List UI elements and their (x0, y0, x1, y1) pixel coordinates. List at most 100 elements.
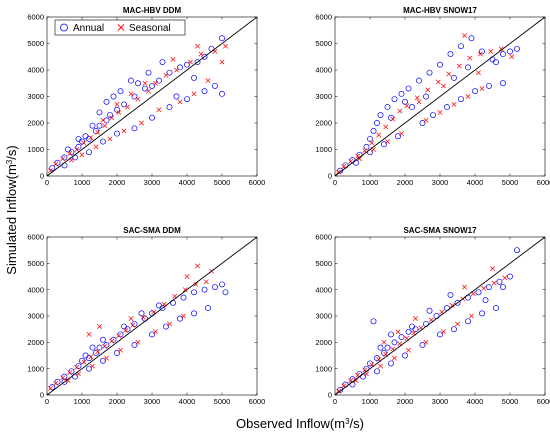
data-point (437, 331, 443, 338)
data-point (426, 69, 433, 76)
y-tick-label: 3000 (315, 92, 332, 101)
data-point (177, 64, 183, 71)
data-point (191, 91, 197, 97)
data-point (465, 64, 471, 71)
data-point (131, 342, 138, 348)
data-point (437, 109, 443, 115)
y-tick-label: 3000 (27, 312, 44, 321)
data-point (381, 339, 387, 345)
data-point (416, 77, 422, 84)
data-point (405, 85, 412, 92)
data-point (336, 388, 341, 394)
x-tick-label: 1000 (74, 178, 91, 187)
marks (335, 237, 545, 395)
y-tick-label: 6000 (27, 233, 44, 242)
data-point (462, 33, 467, 38)
data-point (385, 139, 390, 144)
data-point (93, 144, 99, 150)
data-point (149, 114, 155, 121)
data-point (74, 364, 80, 370)
data-point (182, 287, 188, 293)
data-point (388, 360, 394, 367)
data-point (472, 88, 478, 95)
data-point (493, 305, 499, 312)
data-point (451, 102, 457, 107)
one-to-one-line (335, 17, 545, 176)
data-point (219, 35, 225, 42)
data-point (188, 59, 193, 65)
data-point (181, 313, 186, 319)
panel-title: MAC-HBV SNOW17 (403, 6, 477, 15)
data-point (490, 266, 495, 272)
data-point (462, 284, 467, 290)
panel-3: 0 1000 2000 3000 4000 5000 6000 0 1000 2000 3000 40… (27, 226, 265, 406)
y-tick-label: 5000 (315, 259, 332, 268)
data-point (426, 307, 433, 314)
data-point (449, 303, 455, 308)
data-point (156, 77, 162, 84)
data-point (170, 56, 176, 62)
data-point (212, 284, 218, 290)
data-point (219, 90, 225, 97)
data-point (446, 71, 452, 77)
data-point (121, 128, 127, 134)
x-tick-label: 6000 (249, 178, 266, 187)
data-point (205, 305, 211, 312)
one-to-one-line (47, 17, 257, 176)
data-point (128, 77, 134, 84)
data-point (456, 63, 462, 69)
data-point (191, 310, 197, 317)
data-point (409, 323, 415, 330)
data-point (156, 302, 162, 309)
x-tick-label: 6000 (537, 178, 550, 187)
data-point (86, 331, 92, 337)
x-tick-label: 5000 (214, 397, 231, 406)
data-point (60, 375, 66, 381)
data-point (353, 378, 359, 383)
data-point (166, 69, 173, 76)
y-tick-label: 1000 (315, 364, 332, 373)
y-tick-label: 0 (40, 391, 44, 400)
data-point (89, 122, 96, 129)
x-tick-label: 6000 (249, 397, 266, 406)
data-point (67, 151, 73, 156)
data-point (195, 43, 200, 49)
legend-box (54, 19, 186, 36)
data-point (121, 101, 127, 108)
data-point (406, 347, 411, 353)
data-point (201, 286, 208, 293)
data-point (475, 289, 482, 296)
data-point (493, 59, 499, 66)
data-point (135, 96, 141, 102)
data-point (130, 322, 136, 328)
x-tick-label: 4000 (179, 178, 196, 187)
y-tick-label: 6000 (315, 233, 332, 242)
data-point (409, 104, 415, 111)
data-point (384, 344, 391, 351)
data-point (139, 120, 144, 126)
data-point (177, 99, 183, 105)
data-point (180, 294, 187, 301)
data-point (100, 138, 106, 145)
data-point (441, 83, 446, 89)
data-point (67, 370, 73, 376)
data-point (102, 123, 108, 129)
data-point (455, 321, 460, 327)
data-point (404, 103, 410, 109)
data-point (118, 347, 123, 353)
data-point (423, 93, 429, 100)
data-point (107, 112, 113, 119)
data-point (153, 329, 158, 335)
x-tick-label: 1000 (74, 397, 91, 406)
data-point (102, 343, 108, 349)
series-seasonal (48, 43, 228, 174)
data-point (509, 54, 515, 60)
data-point (395, 133, 401, 140)
data-point (90, 363, 95, 369)
data-point (203, 279, 209, 285)
data-point (357, 156, 362, 162)
x-tick-label: 4000 (179, 397, 196, 406)
data-point (397, 108, 403, 114)
data-point (114, 349, 120, 356)
